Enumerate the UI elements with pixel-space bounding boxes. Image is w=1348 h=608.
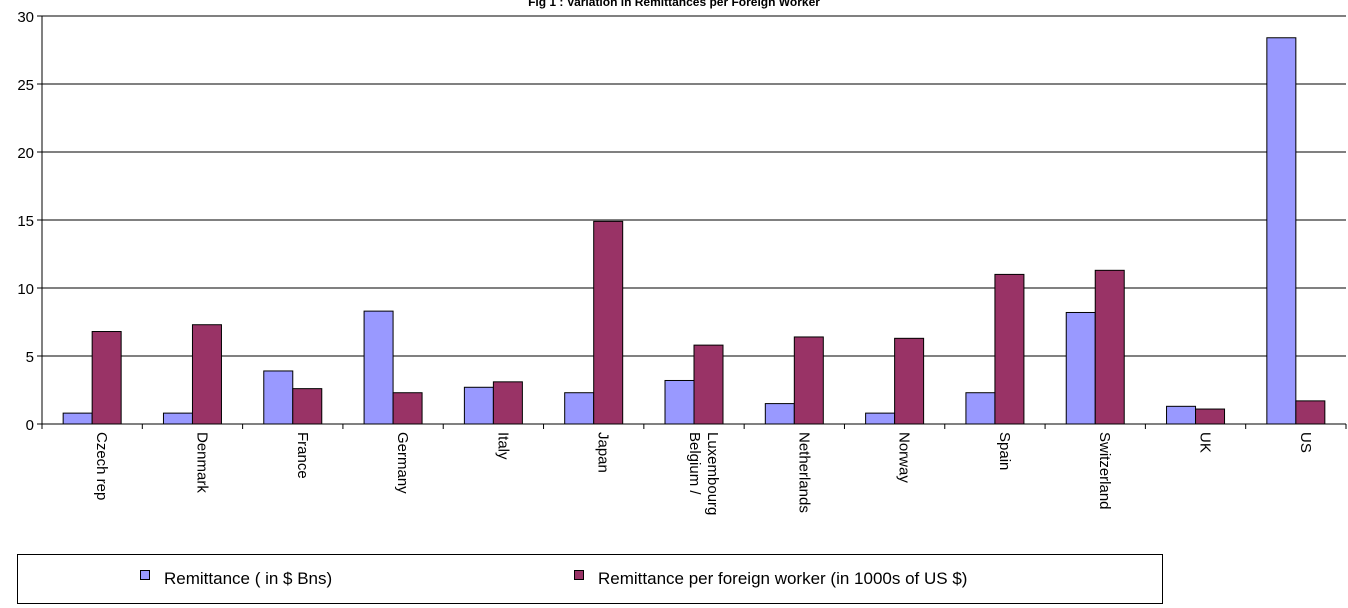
x-tick-label-line: Germany — [394, 432, 411, 494]
bar-remittance — [1065, 311, 1096, 425]
y-tick-label: 20 — [17, 145, 34, 162]
x-tick-label-line: Denmark — [193, 432, 210, 493]
x-tick-label-line: France — [294, 432, 311, 479]
bar-remittance-per-worker — [994, 273, 1025, 425]
x-tick-label-line: Netherlands — [795, 432, 812, 513]
x-tick-label-line: Czech rep — [93, 432, 110, 500]
x-tick-label: UK — [1197, 432, 1214, 453]
bar-remittance — [664, 379, 695, 425]
legend-label-remittance-per-worker: Remittance per foreign worker (in 1000s … — [598, 569, 968, 588]
x-tick-label-line: US — [1297, 432, 1314, 453]
bar-remittance-per-worker — [1295, 400, 1326, 425]
bars — [62, 37, 1326, 425]
x-tick-label: Norway — [896, 432, 913, 483]
bar-remittance-per-worker — [1195, 408, 1226, 425]
bar-remittance — [564, 392, 595, 425]
y-tick-label: 30 — [17, 9, 34, 26]
bar-remittance-per-worker — [1094, 269, 1125, 425]
x-tick-label-line: Norway — [896, 432, 913, 483]
x-tick-label: Italy — [494, 432, 511, 460]
y-tick-label: 5 — [26, 349, 34, 366]
bar-remittance — [162, 412, 193, 425]
bar-remittance-per-worker — [793, 336, 824, 425]
bar-remittance — [764, 403, 795, 425]
legend-item-remittance: Remittance ( in $ Bns) — [140, 555, 332, 603]
x-tick-label-line: Italy — [494, 432, 511, 460]
x-tick-label: Japan — [595, 432, 612, 473]
y-tick-label: 10 — [17, 281, 34, 298]
y-tick-label: 15 — [17, 213, 34, 230]
bar-remittance — [463, 386, 494, 425]
x-tick-label-line: Luxembourg — [704, 432, 721, 515]
x-tick-label-line: Switzerland — [1096, 432, 1113, 510]
legend-swatch-remittance — [140, 570, 150, 580]
chart-title: Fig 1 : Variation in Remittances per For… — [528, 0, 820, 9]
x-tick-label-line: Belgium / — [686, 432, 703, 495]
bar-remittance-per-worker — [292, 388, 323, 425]
legend-item-remittance-per-worker: Remittance per foreign worker (in 1000s … — [574, 555, 967, 603]
x-tick-label-line: Spain — [996, 432, 1013, 470]
x-tick-label-line: Japan — [595, 432, 612, 473]
y-tick-label: 25 — [17, 77, 34, 94]
y-tick-label: 0 — [26, 417, 34, 434]
x-tick-label: Netherlands — [795, 432, 812, 513]
bar-remittance-per-worker — [392, 392, 423, 425]
bar-remittance — [865, 412, 896, 425]
bar-remittance-per-worker — [693, 344, 724, 425]
bar-remittance — [363, 310, 394, 425]
x-tick-label-line: UK — [1197, 432, 1214, 453]
bar-remittance-per-worker — [191, 324, 222, 425]
legend-swatch-remittance-per-worker — [574, 570, 584, 580]
legend: Remittance ( in $ Bns) Remittance per fo… — [17, 554, 1163, 604]
bar-remittance — [1266, 37, 1297, 425]
y-tick-labels: 0 5 10 15 20 25 30 — [17, 9, 34, 434]
x-tick-label: Spain — [996, 432, 1013, 470]
bar-remittance — [965, 392, 996, 425]
x-tick-label: Denmark — [193, 432, 210, 493]
x-tick-labels: Czech rep Denmark France Germany Italy Japan L… — [93, 432, 1314, 515]
x-tick-label: Czech rep — [93, 432, 110, 500]
x-tick-label: France — [294, 432, 311, 479]
axes — [41, 16, 1347, 429]
x-tick-label: US — [1297, 432, 1314, 453]
legend-label-remittance: Remittance ( in $ Bns) — [164, 569, 333, 588]
bar-remittance — [1166, 405, 1197, 425]
x-tick-label: Switzerland — [1096, 432, 1113, 510]
bar-remittance-per-worker — [492, 381, 523, 425]
x-tick-label: Germany — [394, 432, 411, 494]
bar-remittance-per-worker — [91, 331, 122, 425]
bar-remittance-per-worker — [894, 337, 925, 425]
bar-remittance — [62, 412, 93, 425]
bar-remittance-per-worker — [593, 220, 624, 425]
gridlines — [37, 15, 1346, 425]
bar-remittance — [263, 370, 294, 425]
